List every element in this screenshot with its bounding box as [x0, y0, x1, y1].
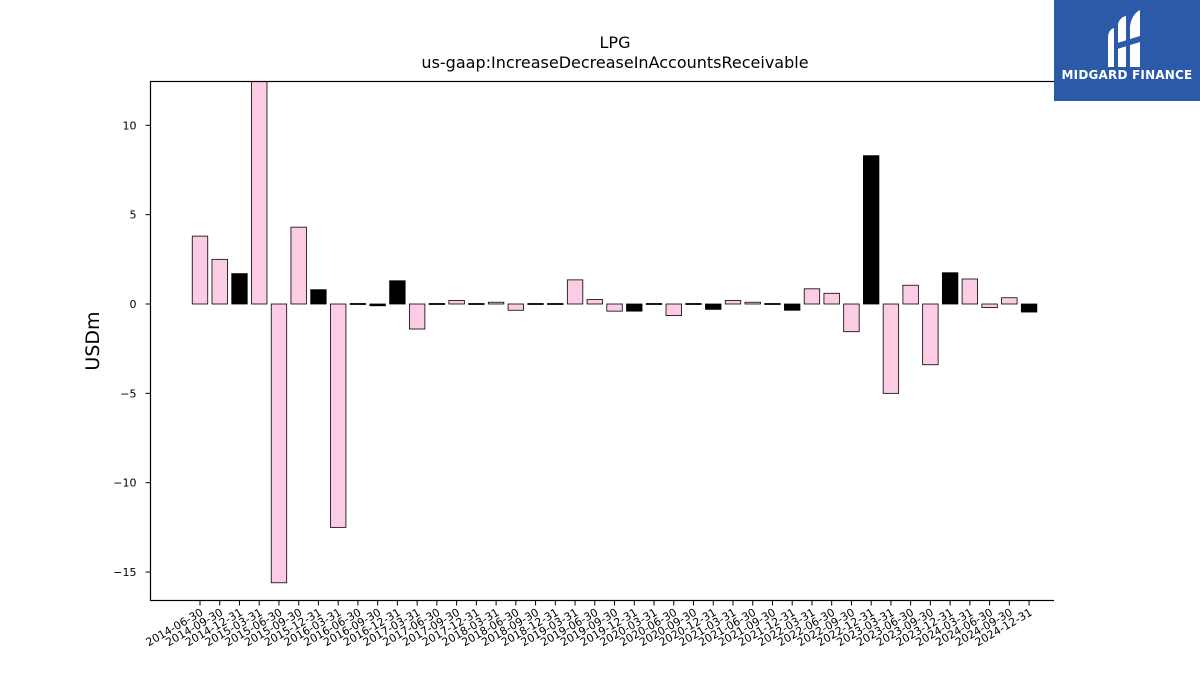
bar-2019-06-30 [586, 299, 603, 305]
bar-2016-06-30 [349, 303, 367, 305]
bar-2019-09-30 [606, 303, 623, 312]
y-tick-label: −5 [120, 387, 136, 400]
bar-2023-09-30 [922, 303, 939, 366]
bars-group [191, 81, 1038, 584]
bar-2017-03-31 [408, 303, 426, 330]
bar-2023-03-31 [882, 303, 900, 394]
y-tick-label: −10 [113, 477, 136, 490]
bar-2014-12-31 [231, 273, 248, 305]
chart-title: LPG [600, 33, 631, 52]
bar-2015-06-30 [270, 303, 288, 584]
bar-2016-12-31 [389, 280, 406, 305]
y-tick-label: 10 [123, 119, 137, 132]
brand-logo: MIDGARD FINANCE [1054, 0, 1200, 101]
bar-2020-06-30 [665, 303, 682, 317]
bar-2017-12-31 [468, 303, 485, 305]
bar-2024-12-31 [1020, 303, 1038, 313]
bar-2022-03-31 [803, 288, 821, 305]
bar-2015-09-30 [290, 226, 307, 305]
bar-2024-09-30 [1001, 297, 1018, 305]
bar-chart: LPG us-gaap:IncreaseDecreaseInAccountsRe… [82, 33, 1054, 649]
bar-2015-12-31 [310, 289, 327, 305]
plot-frame [149, 80, 1054, 602]
y-ticks: 10 5 0 −5 −10 −15 [113, 119, 151, 579]
bar-2020-12-31 [705, 303, 722, 310]
y-tick-label: 0 [130, 298, 137, 311]
bar-2017-06-30 [428, 303, 446, 305]
y-tick-label: −15 [113, 566, 136, 579]
bar-2024-06-30 [981, 303, 998, 308]
y-axis-label: USDm [82, 311, 104, 370]
bar-2014-06-30 [191, 235, 209, 305]
bar-2019-12-31 [626, 303, 643, 312]
bar-2016-03-31 [330, 303, 347, 528]
bar-2019-03-31 [566, 279, 584, 305]
bar-2023-06-30 [902, 284, 919, 305]
chart-subtitle: us-gaap:IncreaseDecreaseInAccountsReceiv… [421, 53, 808, 72]
bar-2022-12-31 [863, 155, 880, 305]
bar-2014-09-30 [211, 258, 228, 305]
bar-2021-06-30 [744, 301, 761, 305]
bar-2023-12-31 [941, 272, 959, 305]
brand-name: MIDGARD FINANCE [1061, 68, 1193, 82]
bar-2018-12-31 [547, 303, 564, 305]
y-tick-label: 5 [130, 209, 137, 222]
bar-2020-03-31 [645, 303, 663, 305]
bar-2021-12-31 [784, 303, 801, 311]
bar-2024-03-31 [961, 278, 979, 305]
bar-2022-09-30 [843, 303, 860, 333]
bar-2015-03-31 [251, 81, 268, 305]
x-ticks: 2014-06-302014-09-302014-12-312015-03-31… [144, 600, 1035, 649]
bar-2021-09-30 [764, 303, 781, 305]
bar-2018-06-30 [507, 303, 524, 311]
midgard-logo-icon [1108, 10, 1140, 67]
bar-2017-09-30 [448, 300, 465, 305]
bar-2016-09-30 [369, 303, 386, 307]
bar-2018-09-30 [527, 303, 544, 305]
bar-2020-09-30 [685, 303, 702, 305]
bar-2021-03-31 [724, 300, 742, 305]
bar-2022-06-30 [823, 292, 840, 305]
bar-2018-03-31 [487, 301, 505, 305]
